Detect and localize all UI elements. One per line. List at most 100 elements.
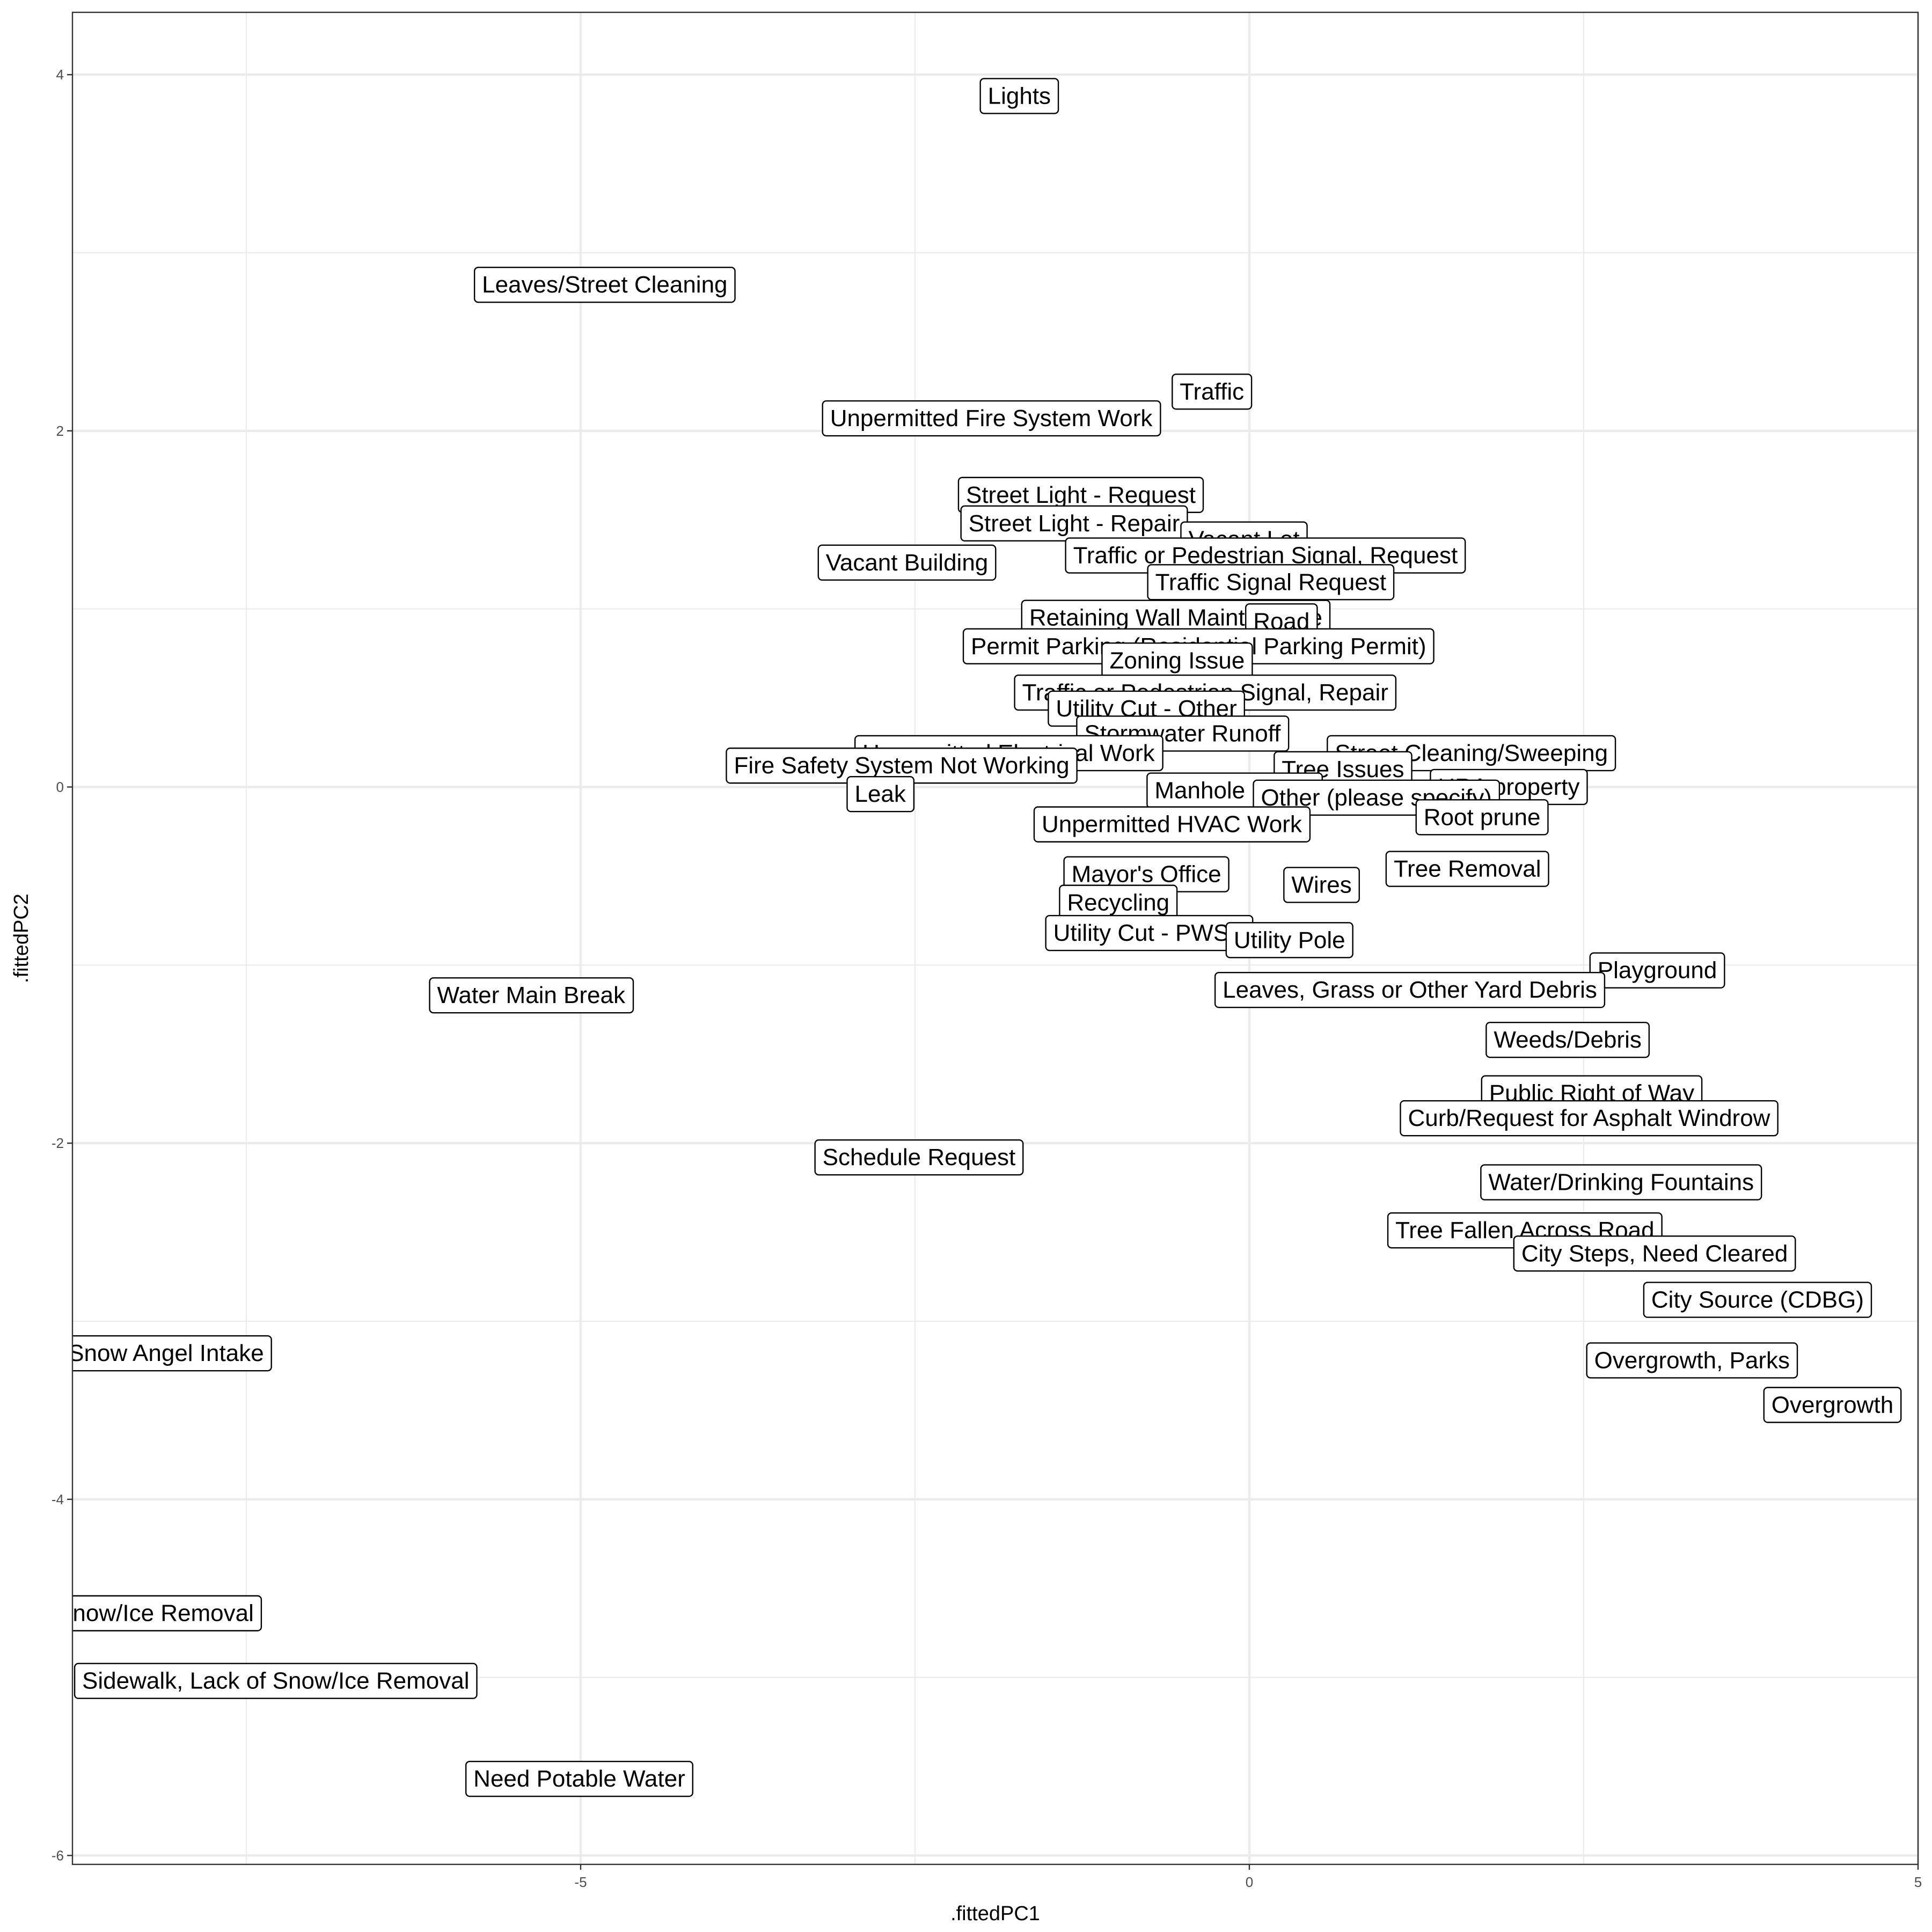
point-label-text: Street Light - Repair (969, 510, 1180, 537)
point-label-text: Vacant Building (826, 550, 989, 576)
point-label-box (72, 1595, 262, 1631)
point-label-text: Need Potable Water (473, 1766, 685, 1792)
point-label: Unpermitted Fire System Work (822, 400, 1161, 437)
point-label-box (1147, 564, 1395, 601)
point-label-text: Recycling (1067, 890, 1169, 916)
point-label: Recycling (1059, 884, 1178, 921)
point-label: Water Main Break (429, 977, 634, 1014)
point-label: Schedule Request (814, 1139, 1024, 1176)
point-label: City Steps, Need Cleared (1513, 1235, 1796, 1272)
point-label: Wires (1283, 867, 1360, 903)
point-label-text: City Source (CDBG) (1651, 1287, 1864, 1313)
point-label-box (1643, 1282, 1872, 1318)
x-axis-title: .fittedPC1 (950, 1902, 1040, 1925)
point-label: Snow/Ice Removal (57, 1595, 262, 1631)
point-label: Traffic (1172, 374, 1253, 410)
point-label-box (822, 400, 1161, 437)
point-label-box (814, 1139, 1024, 1176)
point-label-box (1225, 922, 1353, 958)
axes: -5 0 5 -6 -4 -2 0 2 4 (52, 67, 1922, 1890)
y-tick-label: -6 (52, 1847, 64, 1863)
point-label: Tree Removal (1385, 851, 1549, 887)
x-tick-label: 5 (1914, 1874, 1922, 1890)
point-label-text: Water Main Break (437, 982, 626, 1008)
point-label-text: Schedule Request (823, 1144, 1016, 1170)
point-label-box (1400, 1100, 1779, 1137)
point-label-text: Unpermitted Fire System Work (830, 405, 1153, 431)
point-label: Leaves/Street Cleaning (473, 266, 736, 303)
point-label-box (473, 266, 736, 303)
point-label: City Source (CDBG) (1643, 1282, 1872, 1318)
point-label-box (1172, 374, 1253, 410)
point-label-box (1385, 851, 1549, 887)
point-label-text: Water/Drinking Fountains (1488, 1169, 1754, 1196)
point-label-text: Snow/Ice Removal (57, 1600, 254, 1627)
y-tick-label: 0 (56, 779, 64, 795)
y-axis-title: .fittedPC2 (10, 894, 33, 983)
point-label-text: Wires (1291, 872, 1351, 898)
point-label: Need Potable Water (465, 1761, 693, 1797)
point-label-text: Snow Angel Intake (68, 1340, 264, 1366)
point-label-box (1763, 1387, 1902, 1423)
point-label: Sidewalk, Lack of Snow/Ice Removal (74, 1663, 478, 1699)
point-label-box (1283, 867, 1360, 903)
point-label-text: Traffic Signal Request (1155, 569, 1386, 595)
point-label: Root prune (1415, 799, 1549, 836)
point-label-text: Mayor's Office (1072, 861, 1221, 888)
point-label: Overgrowth (1763, 1387, 1902, 1423)
point-label: Lights (979, 78, 1059, 114)
point-label-box (846, 776, 915, 813)
point-label-box (817, 544, 997, 581)
point-label-text: Weeds/Debris (1494, 1027, 1642, 1053)
point-label: Mayor's Office (1063, 856, 1230, 892)
point-label: Zoning Issue (1101, 642, 1253, 679)
point-label-box (1415, 799, 1549, 836)
y-tick-label: 4 (56, 67, 64, 83)
point-label-text: Zoning Issue (1109, 647, 1245, 674)
point-label: Street Light - Repair (960, 505, 1188, 542)
point-label: Curb/Request for Asphalt Windrow (1400, 1100, 1779, 1137)
y-tick-label: -4 (52, 1491, 64, 1507)
point-label: Fire Safety System Not Working (726, 747, 1078, 784)
point-label-box (465, 1761, 693, 1797)
point-label: Leaves, Grass or Other Yard Debris (1214, 972, 1606, 1008)
point-label-text: Curb/Request for Asphalt Windrow (1408, 1105, 1770, 1131)
point-label: Leak (846, 776, 915, 813)
point-label: Unpermitted HVAC Work (1033, 806, 1311, 843)
point-label: Utility Pole (1225, 922, 1353, 958)
point-label-text: Utility Cut - PWSA (1053, 920, 1246, 946)
point-label-box (1033, 806, 1311, 843)
point-label-text: Unpermitted HVAC Work (1042, 811, 1302, 838)
point-label-text: Tree Removal (1394, 856, 1541, 882)
point-label-box (979, 78, 1059, 114)
point-label-box (1480, 1164, 1762, 1201)
point-label: Water/Drinking Fountains (1480, 1164, 1762, 1201)
point-label-text: Overgrowth, Parks (1594, 1347, 1790, 1373)
point-label: Utility Cut - PWSA (1045, 914, 1254, 952)
point-label-text: Root prune (1424, 804, 1541, 830)
y-tick-label: 2 (56, 423, 64, 439)
point-label-text: Utility Pole (1234, 927, 1345, 953)
x-tick-label: 0 (1246, 1874, 1253, 1890)
point-label-box (1586, 1342, 1798, 1379)
point-label-text: City Steps, Need Cleared (1521, 1240, 1788, 1267)
point-label: Vacant Building (817, 544, 997, 581)
point-label-box (72, 1335, 272, 1372)
y-tick-label: -2 (52, 1135, 64, 1151)
point-label-box (74, 1663, 478, 1699)
point-label: Weeds/Debris (1485, 1021, 1650, 1058)
point-label-text: Lights (988, 83, 1051, 109)
point-label-box (1485, 1021, 1650, 1058)
point-label-box (429, 977, 634, 1014)
point-label-box (1214, 972, 1606, 1008)
x-tick-label: -5 (574, 1874, 587, 1890)
point-label: Overgrowth, Parks (1586, 1342, 1798, 1379)
point-label-text: Fire Safety System Not Working (734, 752, 1069, 779)
point-label-text: Sidewalk, Lack of Snow/Ice Removal (82, 1668, 469, 1694)
point-label-text: Leaves/Street Cleaning (482, 272, 727, 298)
point-label-box (1589, 952, 1725, 989)
panel-border (71, 11, 1919, 1865)
point-label-text: Overgrowth (1772, 1392, 1893, 1418)
point-label-box (1513, 1235, 1796, 1272)
